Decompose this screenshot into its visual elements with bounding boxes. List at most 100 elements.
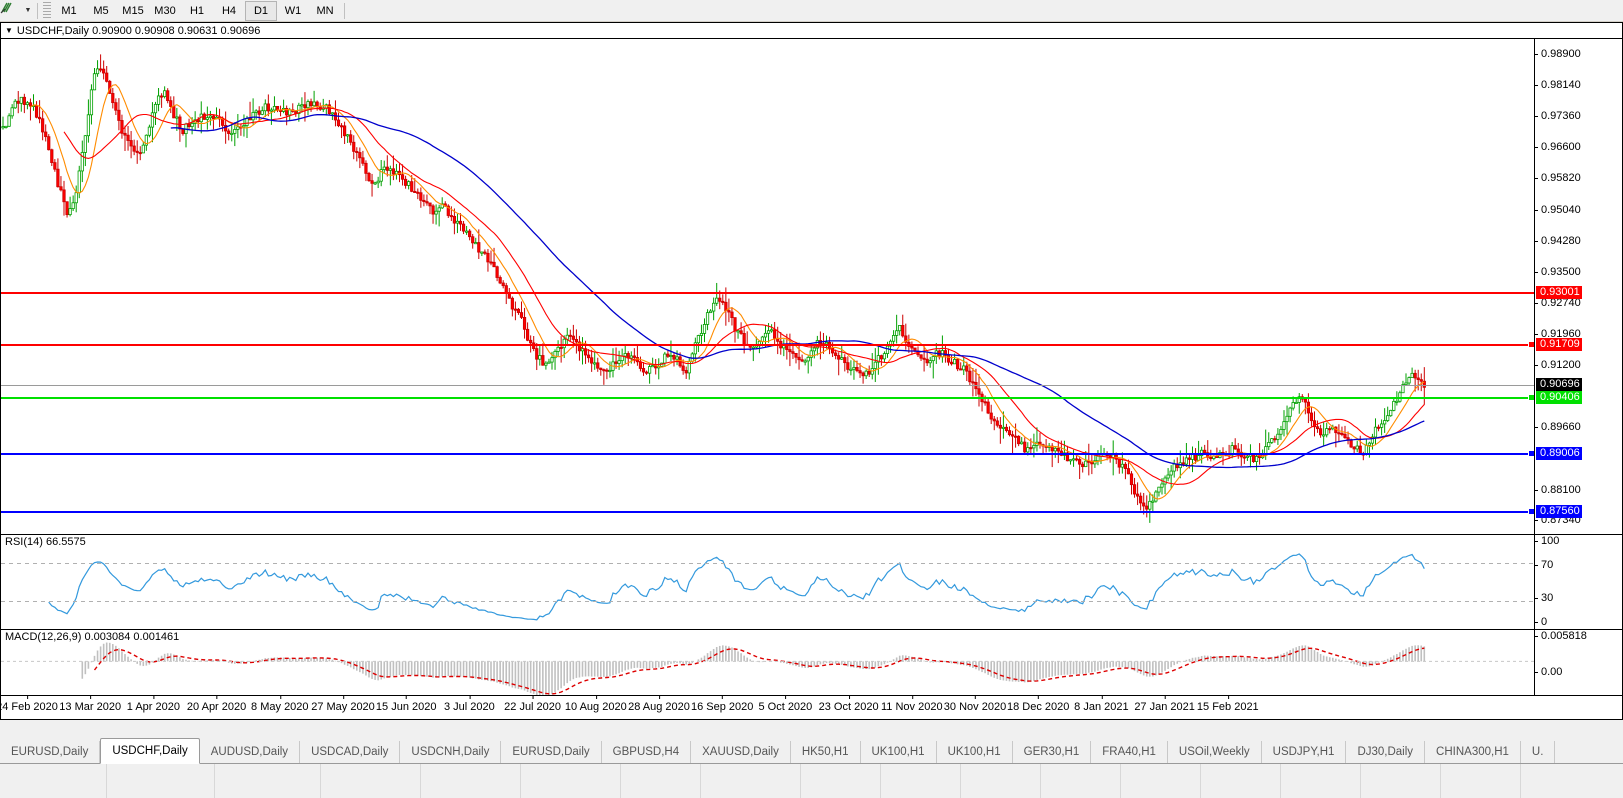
tab-underlay-divider [700, 764, 701, 798]
macd-plot-area[interactable] [1, 630, 1534, 695]
time-tick: 10 Aug 2020 [564, 696, 627, 713]
level-line-handle[interactable] [1528, 393, 1534, 401]
level-line-handle[interactable] [1528, 341, 1534, 349]
crosshair-cursor-icon[interactable] [0, 1, 22, 21]
chart-toolbar: ▼ M1 M5 M15 M30 H1 H4 D1 W1 MN [0, 0, 1623, 22]
tab-underlay-divider [1280, 764, 1281, 798]
macd-tick: 0.00 [1535, 667, 1562, 678]
timeframe-mn-button[interactable]: MN [316, 4, 334, 17]
time-tick: 15 Feb 2021 [1196, 696, 1259, 713]
price-tag-0.93001[interactable]: 0.93001 [1536, 286, 1582, 300]
chart-tab-dj30-daily[interactable]: DJ30,Daily [1346, 741, 1426, 763]
time-axis[interactable]: 24 Feb 2020 13 Mar 2020 1 Apr 2020 20 Apr 2… [0, 695, 1622, 719]
price-tag-0.89006[interactable]: 0.89006 [1536, 447, 1582, 461]
tab-underlay-divider [800, 764, 801, 798]
level-line-handle[interactable] [1528, 450, 1534, 458]
chart-tab-usdcnh-daily[interactable]: USDCNH,Daily [400, 741, 502, 763]
price-tick: 0.96600 [1535, 142, 1581, 153]
price-axis[interactable]: 0.98900 0.98140 0.97360 0.96600 0.95820 0.950… [1534, 39, 1622, 534]
drag-grip-icon[interactable] [43, 1, 51, 20]
tab-underlay-divider [960, 764, 961, 798]
timeframe-d1-button[interactable]: D1 [245, 0, 277, 21]
chart-tab-u-[interactable]: U. [1521, 741, 1556, 763]
price-tick: 0.91960 [1535, 329, 1581, 340]
chart-tab-eurusd-daily[interactable]: EURUSD,Daily [501, 741, 602, 763]
chart-tab-audusd-daily[interactable]: AUDUSD,Daily [200, 741, 301, 763]
price-tick: 0.88100 [1535, 484, 1581, 496]
chart-window: ▼ USDCHF,Daily 0.90900 0.90908 0.90631 0… [0, 22, 1623, 720]
chart-tab-hk50-h1[interactable]: HK50,H1 [791, 741, 861, 763]
chart-tab-usdjpy-h1[interactable]: USDJPY,H1 [1262, 741, 1347, 763]
price-tick: 0.93500 [1535, 266, 1581, 278]
time-tick: 30 Nov 2020 [943, 696, 1007, 713]
chart-tab-uk100-h1[interactable]: UK100,H1 [861, 741, 937, 763]
current-price-tag: 0.90696 [1536, 378, 1582, 392]
chart-tab-usdcad-daily[interactable]: USDCAD,Daily [300, 741, 401, 763]
chart-tab-uk100-h1[interactable]: UK100,H1 [937, 741, 1013, 763]
chart-tab-eurusd-daily[interactable]: EURUSD,Daily [0, 741, 101, 763]
chart-tab-usdchf-daily[interactable]: USDCHF,Daily [100, 738, 200, 764]
price-tag-0.90406[interactable]: 0.90406 [1536, 390, 1582, 404]
level-line-stroke [1, 396, 1534, 399]
macd-tick: 0.005818 [1535, 631, 1587, 642]
time-tick: 28 Aug 2020 [628, 696, 690, 713]
price-tag-0.87560[interactable]: 0.87560 [1536, 505, 1582, 519]
rsi-tick: 70 [1535, 560, 1553, 571]
chart-symbol-ohlc: USDCHF,Daily 0.90900 0.90908 0.90631 0.9… [16, 24, 261, 37]
rsi-plot-area[interactable] [1, 535, 1534, 629]
tab-underlay-divider [620, 764, 621, 798]
chart-tab-gbpusd-h4[interactable]: GBPUSD,H4 [602, 741, 692, 763]
price-tick: 0.87340 [1535, 515, 1581, 526]
chart-tab-usoil-weekly[interactable]: USOil,Weekly [1168, 741, 1262, 763]
time-tick: 5 Oct 2020 [758, 696, 813, 713]
time-tick: 11 Nov 2020 [881, 696, 943, 713]
timeframe-h1-button[interactable]: H1 [189, 4, 205, 17]
price-pane[interactable]: 0.98900 0.98140 0.97360 0.96600 0.95820 0.950… [1, 39, 1622, 534]
price-tick: 0.94280 [1535, 235, 1581, 247]
level-line-stroke [1, 453, 1534, 456]
time-tick: 27 May 2020 [311, 696, 375, 713]
timeframe-m15-button[interactable]: M15 [122, 4, 144, 17]
price-tag-0.91709[interactable]: 0.91709 [1536, 338, 1582, 352]
tab-underlay-divider [1120, 764, 1121, 798]
candlestick-series [1, 54, 1426, 523]
chart-tab-ger30-h1[interactable]: GER30,H1 [1013, 741, 1092, 763]
level-line-handle[interactable] [1528, 508, 1534, 516]
time-tick: 18 Dec 2020 [1006, 696, 1070, 713]
time-tick: 20 Apr 2020 [186, 696, 247, 713]
chevron-down-icon[interactable]: ▼ [24, 6, 32, 14]
price-tick: 0.89660 [1535, 421, 1581, 433]
rsi-level-30-line [1, 601, 1534, 602]
toolbar-divider [37, 2, 38, 19]
chart-tab-xauusd-daily[interactable]: XAUUSD,Daily [691, 741, 791, 763]
rsi-axis[interactable]: 100 70 30 0 [1534, 535, 1622, 629]
price-tick: 0.92740 [1535, 297, 1581, 309]
chart-menu-arrow-icon[interactable]: ▼ [5, 26, 13, 35]
price-plot-area[interactable] [1, 39, 1534, 534]
macd-pane[interactable]: MACD(12,26,9) 0.003084 0.001461 0.005818… [1, 629, 1622, 716]
rsi-tick: 0 [1535, 617, 1547, 628]
timeframe-group: M1 M5 M15 M30 H1 H4 D1 W1 MN [53, 0, 341, 21]
chart-tab-china300-h1[interactable]: CHINA300,H1 [1425, 741, 1521, 763]
timeframe-m5-button[interactable]: M5 [93, 4, 109, 17]
timeframe-m1-button[interactable]: M1 [61, 4, 77, 17]
rsi-tick: 100 [1535, 536, 1559, 547]
rsi-pane[interactable]: RSI(14) 66.5575 100 70 30 0 [1, 534, 1622, 629]
time-tick: 23 Oct 2020 [818, 696, 879, 713]
chart-tab-strip: EURUSD,Daily USDCHF,Daily AUDUSD,Daily USDC… [0, 738, 1623, 764]
price-tick: 0.98900 [1535, 49, 1581, 60]
timeframe-h4-button[interactable]: H4 [221, 4, 237, 17]
chart-header: ▼ USDCHF,Daily 0.90900 0.90908 0.90631 0… [1, 23, 1622, 39]
level-line-stroke [1, 292, 1534, 295]
macd-label: MACD(12,26,9) 0.003084 0.001461 [5, 631, 180, 643]
tab-underlay-divider [420, 764, 421, 798]
time-tick: 8 Jan 2021 [1074, 696, 1129, 713]
timeframe-m30-button[interactable]: M30 [154, 4, 176, 17]
chart-tab-fra40-h1[interactable]: FRA40,H1 [1091, 741, 1168, 763]
time-tick: 15 Jun 2020 [375, 696, 437, 713]
timeframe-w1-button[interactable]: W1 [284, 4, 302, 17]
tab-underlay-divider [1040, 764, 1041, 798]
time-tick: 24 Feb 2020 [0, 696, 58, 713]
